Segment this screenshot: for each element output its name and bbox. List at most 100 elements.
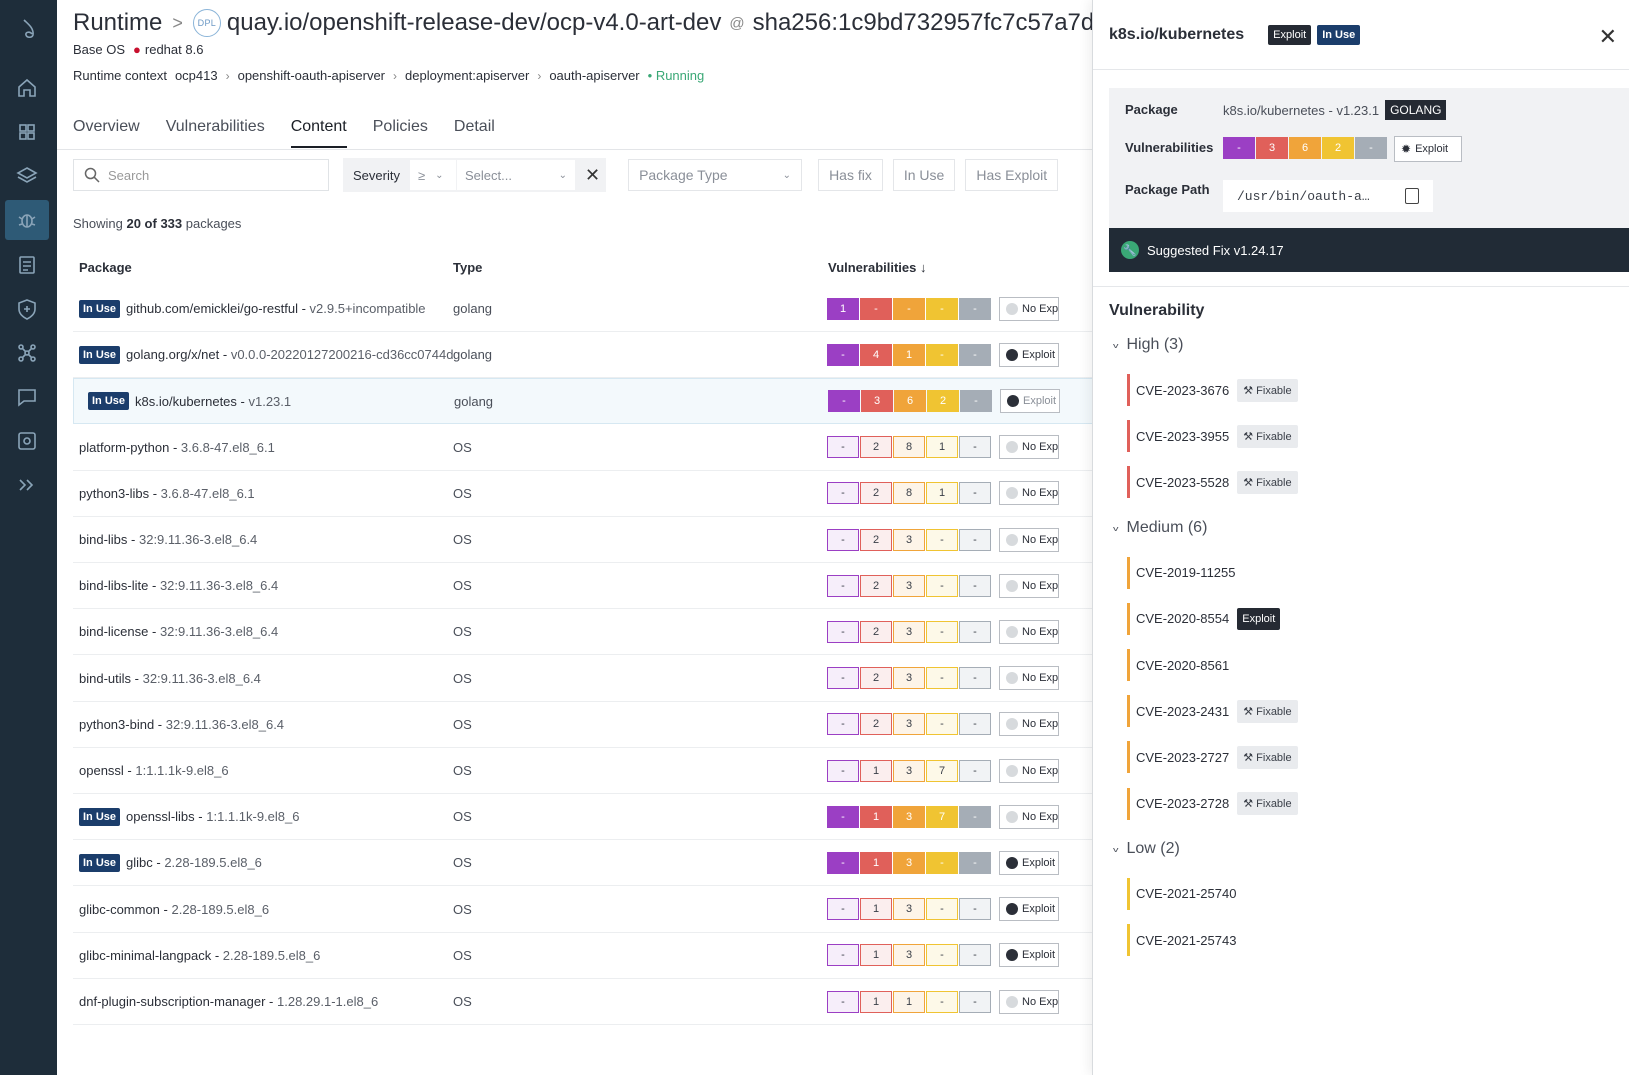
severity-operator-select[interactable]: ≥ ⌄ — [409, 160, 456, 190]
table-row[interactable]: python3-bind - 32:9.11.36-3.el8_6.4 OS -2 3… — [73, 702, 1092, 748]
cve-item[interactable]: CVE-2023-3955 ⚒ Fixable — [1127, 420, 1298, 453]
exploit-status[interactable]: No Exploit — [999, 527, 1059, 552]
exploit-status[interactable]: No Exploit — [999, 804, 1059, 829]
tab-vulnerabilities[interactable]: Vulnerabilities — [165, 118, 265, 135]
table-row[interactable]: platform-python - 3.6.8-47.el8_6.1 OS -2 8 1… — [73, 425, 1092, 471]
has-exploit-toggle[interactable]: Has Exploit — [965, 159, 1059, 191]
package-name[interactable]: glibc-minimal-langpack - 2.28-189.5.el8_… — [79, 947, 321, 963]
network-icon[interactable] — [5, 333, 49, 373]
table-row[interactable]: glibc-common - 2.28-189.5.el8_6 OS -1 3- - Ex… — [73, 887, 1092, 933]
table-row[interactable]: bind-libs - 32:9.11.36-3.el8_6.4 OS -2 3- - N… — [73, 517, 1092, 563]
package-name[interactable]: github.com/emicklei/go-restful - v2.9.5+… — [126, 301, 426, 316]
package-name[interactable]: bind-license - 32:9.11.36-3.el8_6.4 — [79, 624, 279, 640]
cve-item[interactable]: CVE-2020-8561 — [1127, 649, 1229, 681]
expand-icon[interactable] — [5, 465, 49, 505]
package-name[interactable]: python3-libs - 3.6.8-47.el8_6.1 — [79, 485, 255, 501]
layers-icon[interactable] — [5, 156, 49, 196]
package-name[interactable]: python3-bind - 32:9.11.36-3.el8_6.4 — [79, 716, 285, 732]
table-row[interactable]: In Use openssl-libs - 1:1.1.1k-9.el8_6 OS -… — [73, 794, 1092, 841]
package-name[interactable]: k8s.io/kubernetes - v1.23.1 — [135, 393, 292, 409]
table-row[interactable]: bind-license - 32:9.11.36-3.el8_6.4 OS -2 3… — [73, 609, 1092, 656]
package-name[interactable]: openssl-libs - 1:1.1.1k-9.el8_6 — [126, 809, 300, 825]
scan-icon[interactable] — [5, 421, 49, 461]
package-path-field[interactable]: /usr/bin/oauth-a… — [1223, 180, 1433, 212]
exploit-status[interactable]: Exploit — [999, 850, 1059, 875]
shield-icon[interactable] — [5, 289, 49, 329]
cve-item[interactable]: CVE-2019-11255 — [1127, 556, 1236, 589]
package-name[interactable]: bind-utils - 32:9.11.36-3.el8_6.4 — [79, 670, 261, 686]
cve-item[interactable]: CVE-2021-25743 — [1127, 924, 1236, 956]
group-high[interactable]: v High (3) — [1113, 336, 1183, 354]
exploit-badge: Exploit — [1268, 24, 1312, 45]
package-name[interactable]: glibc - 2.28-189.5.el8_6 — [126, 855, 262, 871]
chat-icon[interactable] — [5, 377, 49, 417]
exploit-status[interactable]: No Exploit — [999, 481, 1059, 506]
exploit-status[interactable]: No Exploit — [999, 435, 1059, 460]
page-title[interactable]: Runtime — [73, 9, 163, 36]
exploit-button[interactable]: ✹ Exploit — [1394, 136, 1462, 162]
exploit-status[interactable]: No Exploit — [999, 573, 1059, 598]
context-deployment[interactable]: deployment:apiserver — [405, 68, 530, 83]
package-type-select[interactable]: Package Type ⌄ — [628, 159, 803, 191]
package-name[interactable]: dnf-plugin-subscription-manager - 1.28.2… — [79, 994, 379, 1009]
exploit-status[interactable]: No Exploit — [999, 712, 1059, 737]
table-row[interactable]: In Use golang.org/x/net - v0.0.0-20220127… — [73, 332, 1092, 379]
context-cluster[interactable]: ocp413 — [174, 68, 218, 83]
cve-item[interactable]: CVE-2021-25740 — [1127, 877, 1236, 910]
table-row[interactable]: python3-libs - 3.6.8-47.el8_6.1 OS -2 8 1- No… — [73, 471, 1092, 517]
table-row[interactable]: openssl - 1:1.1.1k-9.el8_6OS-137-No Expl… — [73, 748, 1092, 794]
cve-item[interactable]: CVE-2023-2727 ⚒ Fixable — [1127, 741, 1298, 774]
tab-content[interactable]: Content — [290, 110, 347, 148]
has-fix-toggle[interactable]: Has fix — [818, 159, 883, 191]
cve-item[interactable]: CVE-2023-2728 ⚒ Fixable — [1127, 787, 1298, 820]
in-use-toggle[interactable]: In Use — [892, 159, 956, 191]
tab-policies[interactable]: Policies — [372, 118, 428, 135]
severity-select[interactable]: Select... ⌄ — [456, 160, 575, 190]
cve-item[interactable]: CVE-2023-2431 ⚒ Fixable — [1127, 695, 1298, 728]
copy-icon[interactable] — [1405, 188, 1419, 204]
exploit-status[interactable]: No Exploit — [999, 666, 1059, 691]
search-input[interactable]: Search — [73, 159, 329, 191]
package-name[interactable]: golang.org/x/net - v0.0.0-20220127200216… — [126, 347, 454, 363]
cve-item[interactable]: CVE-2023-5528 ⚒ Fixable — [1127, 466, 1298, 499]
package-name[interactable]: bind-libs-lite - 32:9.11.36-3.el8_6.4 — [79, 578, 279, 594]
table-row[interactable]: dnf-plugin-subscription-manager - 1.28.2… — [73, 979, 1092, 1025]
exploit-status[interactable]: Exploit — [1000, 389, 1060, 414]
package-name[interactable]: glibc-common - 2.28-189.5.el8_6 — [79, 901, 270, 917]
home-icon[interactable] — [5, 67, 49, 107]
context-container[interactable]: oauth-apiserver — [549, 68, 640, 83]
col-type-header[interactable]: Type — [453, 260, 483, 275]
table-row[interactable]: bind-utils - 32:9.11.36-3.el8_6.4 OS -2 3- -… — [73, 656, 1092, 702]
exploit-status[interactable]: No Exploit — [999, 619, 1059, 644]
package-name[interactable]: openssl - 1:1.1.1k-9.el8_6 — [79, 763, 229, 778]
bug-icon[interactable] — [5, 200, 49, 240]
tab-overview[interactable]: Overview — [73, 118, 140, 135]
col-vulnerabilities-header[interactable]: Vulnerabilities ↓ — [828, 260, 927, 275]
close-icon[interactable]: ✕ — [1598, 24, 1617, 49]
logo-icon[interactable] — [5, 8, 49, 48]
table-row[interactable]: In Use glibc - 2.28-189.5.el8_6 OS -1 3- - Exp… — [73, 840, 1092, 887]
context-namespace[interactable]: openshift-oauth-apiserver — [237, 68, 386, 83]
exploit-status[interactable]: Exploit — [999, 943, 1059, 968]
table-row[interactable]: glibc-minimal-langpack - 2.28-189.5.el8_… — [73, 933, 1092, 979]
exploit-status[interactable]: No Exploit — [999, 989, 1059, 1014]
cve-item[interactable]: CVE-2020-8554 Exploit — [1127, 602, 1281, 635]
reports-icon[interactable] — [5, 245, 49, 285]
table-row[interactable]: bind-libs-lite - 32:9.11.36-3.el8_6.4 OS -… — [73, 563, 1092, 610]
package-name[interactable]: platform-python - 3.6.8-47.el8_6.1 — [79, 439, 275, 455]
exploit-status[interactable]: No Exploit — [999, 758, 1059, 783]
table-row[interactable]: In Use github.com/emicklei/go-restful - v… — [73, 286, 1092, 332]
tab-detail[interactable]: Detail — [453, 118, 495, 135]
group-low[interactable]: v Low (2) — [1113, 840, 1180, 858]
exploit-status[interactable]: Exploit — [999, 897, 1059, 922]
exploit-status[interactable]: Exploit — [999, 342, 1059, 367]
package-name[interactable]: bind-libs - 32:9.11.36-3.el8_6.4 — [79, 532, 258, 547]
dashboard-icon[interactable] — [5, 112, 49, 152]
clear-severity-icon[interactable]: ✕ — [584, 164, 601, 185]
exploit-status[interactable]: No Exploit — [999, 296, 1059, 321]
group-medium[interactable]: v Medium (6) — [1113, 519, 1207, 537]
cve-item[interactable]: CVE-2023-3676 ⚒ Fixable — [1127, 374, 1298, 406]
col-package-header[interactable]: Package — [79, 260, 132, 275]
table-row[interactable]: In Use k8s.io/kubernetes - v1.23.1 golang -… — [73, 378, 1092, 425]
